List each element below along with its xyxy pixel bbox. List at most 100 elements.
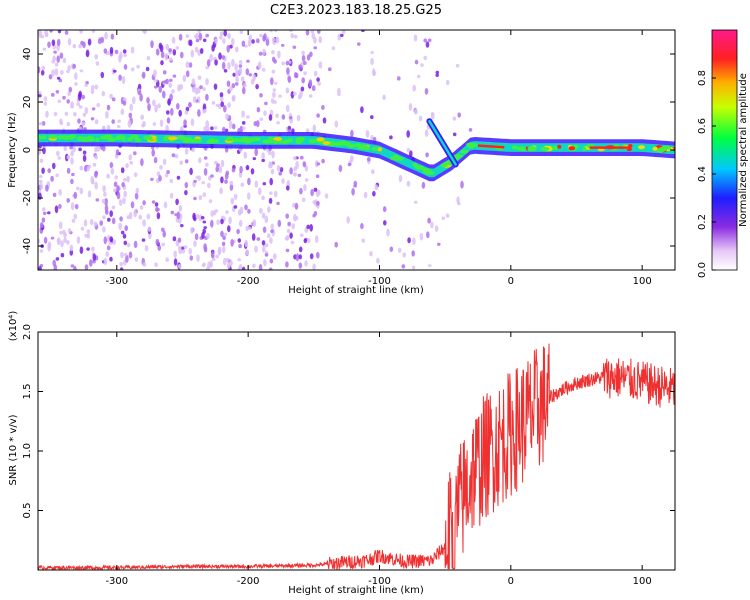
x-tick-label: 100 [633,576,652,587]
noise-speck [180,224,184,228]
noise-speck [238,67,243,75]
noise-speck [63,145,68,152]
band-blob [95,137,100,142]
noise-speck [423,38,428,43]
noise-speck [315,174,320,178]
noise-speck [142,262,147,267]
noise-speck [216,219,220,225]
noise-speck [123,64,128,70]
noise-speck [111,97,116,102]
noise-speck [80,226,85,231]
noise-speck [233,193,238,200]
noise-speck [195,213,200,220]
noise-speck [184,182,189,189]
noise-speck [185,34,190,38]
noise-speck [128,154,133,161]
noise-speck [84,83,88,87]
noise-speck [53,111,58,117]
y-tick-label: 1.0 [22,443,33,459]
noise-speck [276,201,280,206]
band-blob [638,145,645,150]
noise-speck [184,190,188,196]
colorbar-tick-label: 0.0 [697,262,708,278]
y-tick-label: 0.5 [22,503,33,519]
noise-speck [304,178,309,182]
spectrogram-noise [38,30,473,270]
x-tick-label: 100 [633,276,652,287]
noise-speck [424,129,429,138]
noise-speck [169,179,174,184]
noise-speck [153,85,158,89]
noise-speck [270,168,275,175]
noise-speck [398,174,403,183]
noise-speck [45,110,49,118]
noise-speck [106,104,111,111]
noise-speck [203,226,207,230]
noise-speck [133,151,137,156]
noise-speck [79,165,84,171]
noise-speck [135,187,140,194]
noise-speck [125,254,129,263]
noise-speck [255,120,260,128]
noise-speck [418,115,423,122]
noise-speck [92,253,97,261]
noise-speck [252,73,256,82]
colorbar-ticks: 0.0 0.2 0.4 0.6 0.8 [697,70,716,278]
noise-speck [228,216,232,225]
noise-speck [241,121,246,125]
noise-speck [312,200,317,205]
noise-speck [370,115,374,120]
noise-speck [309,253,314,260]
noise-speck [428,264,432,268]
noise-speck [43,236,48,244]
noise-speck [406,130,411,138]
noise-speck [194,233,199,241]
noise-speck [309,224,314,232]
noise-speck [261,158,266,163]
noise-speck [102,185,106,193]
noise-speck [219,92,224,98]
noise-speck [318,36,323,44]
noise-speck [312,124,317,133]
noise-speck [170,108,174,116]
noise-speck [153,69,157,78]
noise-speck [69,244,74,252]
noise-speck [190,227,194,234]
noise-speck [106,125,111,131]
noise-speck [341,30,346,35]
noise-speck [221,55,225,60]
noise-speck [42,146,46,155]
noise-speck [86,229,91,234]
noise-speck [164,53,169,61]
noise-speck [210,251,215,259]
noise-speck [111,205,116,210]
noise-speck [82,112,87,117]
noise-speck [270,229,274,233]
band-blob [347,143,357,148]
noise-speck [142,200,146,206]
noise-speck [48,74,53,80]
noise-speck [70,157,74,165]
noise-speck [277,50,281,59]
noise-speck [39,122,43,126]
noise-speck [69,145,73,150]
noise-speck [435,73,440,78]
noise-speck [74,204,79,210]
noise-speck [67,65,71,71]
noise-speck [51,39,56,46]
noise-speck [301,197,306,202]
noise-speck [177,84,181,92]
noise-speck [206,126,210,132]
noise-speck [103,191,107,197]
noise-speck [223,232,228,237]
noise-speck [219,35,223,40]
noise-speck [106,245,111,251]
noise-speck [224,173,229,180]
noise-speck [85,49,90,58]
noise-speck [261,152,265,160]
band-blob [316,137,325,142]
noise-speck [41,65,46,71]
snr-series [38,343,675,570]
noise-speck [152,122,157,126]
